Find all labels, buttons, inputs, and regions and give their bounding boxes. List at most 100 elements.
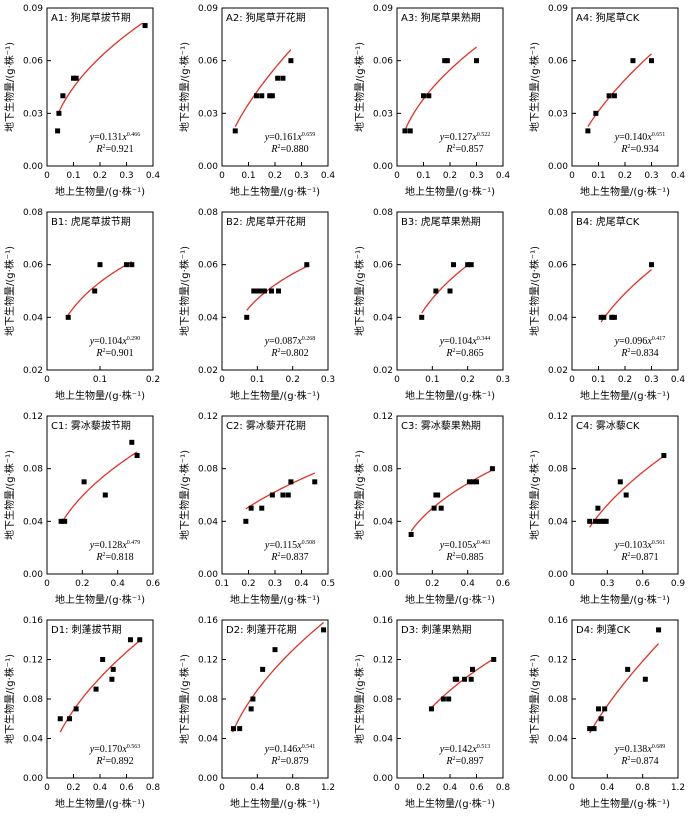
y-tick-label: 0.00 — [198, 774, 218, 784]
data-point — [268, 288, 274, 294]
data-point — [598, 314, 604, 320]
r-squared: R2=0.857 — [445, 144, 483, 155]
y-tick-label: 0.12 — [548, 412, 568, 422]
x-tick-label: 0.1 — [425, 375, 439, 385]
x-tick-label: 0.4 — [496, 171, 511, 181]
x-axis-label: 地上生物量/(g·株⁻¹) — [580, 185, 670, 198]
y-axis-label: 地下生物量/(g·株⁻¹) — [178, 654, 191, 744]
data-point — [73, 706, 79, 712]
y-tick-label: 0.16 — [373, 616, 393, 626]
data-point — [92, 288, 98, 294]
data-point — [611, 314, 617, 320]
x-tick-label: 0 — [569, 783, 575, 793]
data-point — [468, 676, 474, 682]
data-point — [465, 262, 471, 268]
plot-frame — [46, 415, 154, 575]
data-point — [447, 288, 453, 294]
fit-curve — [404, 46, 477, 131]
data-point — [288, 479, 294, 485]
data-point — [474, 58, 479, 64]
data-point — [65, 314, 71, 320]
y-axis-label: 地下生物量/(g·株⁻¹) — [3, 654, 16, 744]
data-point — [593, 518, 599, 524]
data-point — [109, 676, 115, 682]
x-axis-label: 地上生物量/(g·株⁻¹) — [405, 797, 495, 810]
r-squared: R2=0.802 — [270, 348, 308, 359]
x-tick-label: 0.4 — [461, 579, 476, 589]
data-point — [407, 128, 413, 134]
panel-title: C4: 雾冰藜CK — [576, 419, 640, 432]
y-tick-label: 0.04 — [373, 517, 393, 527]
plot-frame — [221, 211, 329, 371]
panel-title: D2: 刺蓬开花期 — [226, 623, 297, 636]
y-tick-label: 0.04 — [373, 313, 393, 323]
plot-frame — [396, 415, 504, 575]
data-point — [254, 288, 260, 294]
panel-d1: 0 0.2 0.4 0.6 0.8 0.00 0.04 0.08 0.12 0.16 D1: 刺蓬拔… — [3, 616, 160, 810]
y-axis-label: 地下生物量/(g·株⁻¹) — [528, 42, 541, 132]
panel-d3: 0 0.2 0.4 0.6 0.8 0.00 0.04 0.08 0.12 0.16 D3: 刺蓬果… — [353, 616, 510, 810]
y-tick-label: 0.04 — [23, 517, 43, 527]
x-tick-label: 0 — [394, 375, 400, 385]
data-point — [656, 627, 662, 633]
y-tick-label: 0.03 — [23, 109, 43, 119]
x-tick-label: 0.4 — [111, 579, 126, 589]
r-squared: R2=0.901 — [95, 348, 133, 359]
y-tick-label: 0.08 — [198, 695, 218, 705]
x-tick-label: 0.1 — [215, 579, 229, 589]
x-tick-label: 0.6 — [469, 783, 484, 793]
data-point — [248, 505, 254, 511]
data-point — [248, 706, 254, 712]
data-point — [312, 479, 318, 485]
data-point — [611, 93, 617, 99]
x-axis-label: 地上生物量/(g·株⁻¹) — [230, 389, 320, 402]
y-tick-label: 0.06 — [548, 261, 568, 271]
data-point — [57, 716, 63, 722]
fit-curve — [246, 265, 308, 311]
data-point — [591, 726, 597, 732]
r-squared: R2=0.892 — [95, 756, 133, 767]
y-tick-label: 0.00 — [548, 162, 568, 172]
data-point — [491, 657, 497, 662]
x-tick-label: 0.4 — [250, 783, 265, 793]
y-axis-label: 地下生物量/(g·株⁻¹) — [528, 450, 541, 540]
data-point — [71, 75, 76, 81]
panel-title: A3: 狗尾草果熟期 — [401, 11, 481, 24]
x-tick-label: 0.6 — [119, 783, 134, 793]
data-point — [280, 75, 286, 81]
x-tick-label: 0.2 — [443, 171, 457, 181]
x-tick-label: 1.2 — [321, 783, 335, 793]
fit-curve — [410, 469, 493, 532]
x-tick-label: 0 — [394, 579, 400, 589]
panel-title: D3: 刺蓬果熟期 — [401, 623, 472, 636]
y-tick-label: 0.02 — [198, 366, 218, 376]
y-tick-label: 0.00 — [23, 570, 43, 580]
x-axis-label: 地上生物量/(g·株⁻¹) — [405, 389, 495, 402]
y-tick-label: 0.03 — [373, 109, 393, 119]
data-point — [587, 726, 593, 732]
data-point — [444, 58, 450, 64]
x-tick-label: 0 — [219, 375, 225, 385]
r-squared: R2=0.934 — [620, 144, 658, 155]
y-tick-label: 0.08 — [373, 208, 393, 218]
panel-title: D4: 刺蓬CK — [576, 624, 631, 636]
fit-curve — [587, 53, 652, 127]
panel-title: C2: 雾冰藜开花期 — [226, 419, 306, 432]
y-tick-label: 0.04 — [548, 735, 568, 745]
y-tick-label: 0.00 — [548, 570, 568, 580]
x-tick-label: 0.2 — [66, 783, 80, 793]
panel-title: A2: 狗尾草开花期 — [226, 11, 306, 24]
data-point — [58, 518, 64, 524]
x-tick-label: 0.3 — [644, 375, 658, 385]
fit-curve — [589, 455, 665, 528]
data-point — [110, 666, 116, 672]
data-point — [468, 262, 474, 268]
data-point — [462, 676, 468, 682]
data-point — [426, 93, 432, 99]
data-point — [97, 262, 103, 268]
y-axis-label: 地下生物量/(g·株⁻¹) — [178, 246, 191, 336]
x-tick-label: 0.4 — [321, 171, 336, 181]
x-tick-label: 0.3 — [268, 579, 282, 589]
fit-curve — [430, 658, 495, 709]
y-tick-label: 0.08 — [23, 208, 43, 218]
